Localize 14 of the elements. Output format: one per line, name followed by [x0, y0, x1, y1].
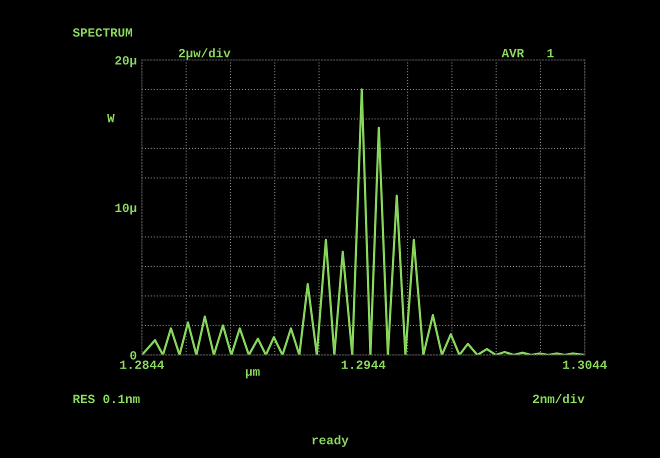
- x-axis-title: µm: [246, 369, 260, 378]
- x-tick-label: 1.3044: [563, 360, 607, 370]
- chart-subtitle: 2µw/div: [178, 48, 230, 60]
- y-tick-label: 20µ: [115, 56, 136, 68]
- text: RES 0.1nm: [73, 394, 140, 404]
- y-axis-title: W: [107, 114, 115, 122]
- y-tick-label: 10µ: [115, 204, 136, 215]
- chart-title: SPECTRUM: [72, 28, 132, 37]
- text: 2nm/div: [532, 394, 585, 404]
- x-tick-label: 1.2944: [342, 360, 386, 369]
- text: AVR 1: [502, 49, 554, 58]
- x-tick-label: 1.2844: [120, 360, 164, 369]
- text: ready: [312, 435, 349, 447]
- y-tick-label: 0: [130, 351, 136, 360]
